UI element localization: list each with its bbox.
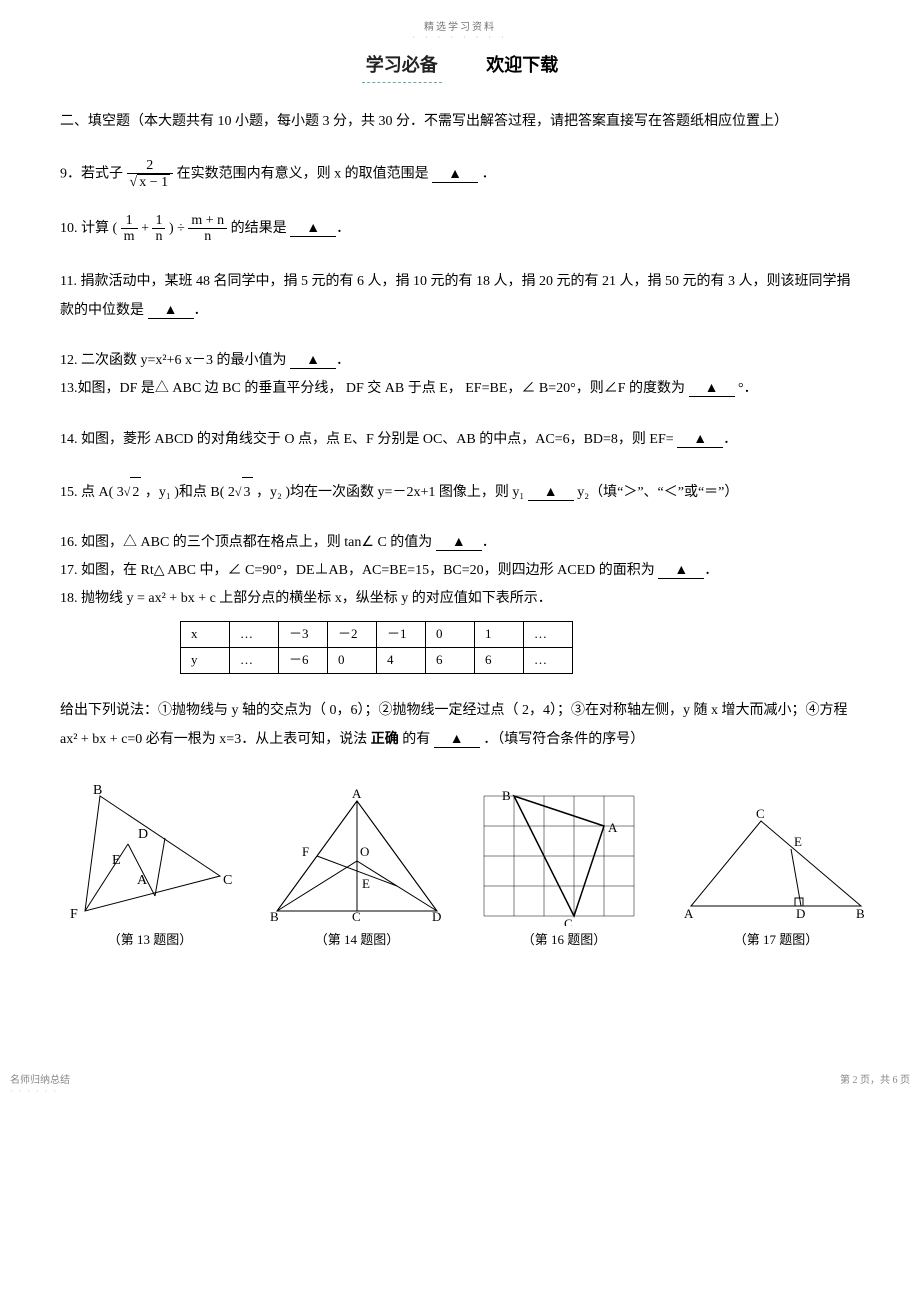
q14-text: 14. 如图，菱形 ABCD 的对角线交于 O 点，点 E、F 分别是 OC、A…: [60, 432, 674, 447]
svg-text:F: F: [70, 907, 78, 922]
q10-blank: ▲: [290, 222, 336, 237]
title-left: 学习必备: [362, 51, 442, 83]
fig16: B A C （第 16 题图）: [474, 786, 654, 951]
q9-c: ．: [482, 167, 496, 182]
q11: 11. 捐款活动中，某班 48 名同学中，捐 5 元的有 6 人，捐 10 元的…: [60, 267, 860, 326]
svg-text:B: B: [270, 909, 279, 924]
svg-text:B: B: [93, 783, 102, 798]
q10-f1: 1m: [121, 213, 138, 245]
title-row: 学习必备 欢迎下载: [60, 51, 860, 83]
q15-c: ，y₂ )均在一次函数 y=－2x+1 图像上，则 y₁: [256, 485, 524, 500]
page: 精选学习资料 · · · · · · · · 学习必备 欢迎下载 二、填空题（本…: [0, 0, 920, 991]
q17-text: 17. 如图，在 Rt△ ABC 中，∠ C=90°，DE⊥AB，AC=BE=1…: [60, 563, 658, 578]
section-intro: 二、填空题（本大题共有 10 小题，每小题 3 分，共 30 分．不需写出解答过…: [60, 107, 860, 136]
q13-deg: °．: [738, 381, 758, 396]
fig16-svg: B A C: [474, 786, 654, 926]
fig13-cap: （第 13 题图）: [60, 930, 240, 951]
fig17: A B C D E （第 17 题图）: [676, 806, 876, 951]
footer-left: 名师归纳总结 · · · · · ·: [10, 1071, 70, 1097]
title-right: 欢迎下载: [446, 51, 558, 80]
q10-f3: m + nn: [188, 213, 227, 245]
svg-text:D: D: [432, 909, 441, 924]
svg-text:O: O: [360, 844, 369, 859]
q15-d: y₂（填“＞”、“＜”或“＝”）: [577, 485, 738, 500]
q18-a: 18. 抛物线 y = ax² + bx + c 上部分点的横坐标 x，纵坐标 …: [60, 591, 552, 606]
svg-text:A: A: [684, 906, 694, 921]
footer-dots-icon: · · · · · ·: [10, 1087, 58, 1096]
table-row: x…－3－2－101…: [181, 622, 573, 648]
footer-left-text: 名师归纳总结: [10, 1075, 70, 1086]
q12-13: 12. 二次函数 y=x²+6 x－3 的最小值为 ▲． 13.如图，DF 是△…: [60, 347, 860, 403]
svg-text:A: A: [352, 786, 362, 801]
q15-r2: 2√3: [228, 485, 253, 500]
q9-blank: ▲: [432, 168, 478, 183]
svg-text:C: C: [564, 916, 573, 926]
fig14-cap: （第 14 题图）: [262, 930, 452, 951]
q12-text: 12. 二次函数 y=x²+6 x－3 的最小值为: [60, 353, 290, 368]
q9-a: 9．若式子: [60, 167, 127, 182]
q9: 9．若式子 2 √x − 1 在实数范围内有意义，则 x 的取值范围是 ▲ ．: [60, 158, 860, 191]
q9-b: 在实数范围内有意义，则 x 的取值范围是: [177, 167, 433, 182]
plus-icon: +: [141, 221, 152, 236]
footer-right: 第 2 页，共 6 页: [840, 1071, 910, 1097]
q15: 15. 点 A( 3√2 ，y₁ )和点 B( 2√3 ，y₂ )均在一次函数 …: [60, 477, 860, 507]
svg-text:A: A: [608, 820, 618, 835]
q17-blank: ▲: [658, 564, 704, 579]
fig17-svg: A B C D E: [676, 806, 876, 926]
q15-blank: ▲: [528, 486, 574, 501]
svg-text:C: C: [223, 873, 232, 888]
fig14-svg: A B D C O F E: [262, 786, 452, 926]
q10: 10. 计算 ( 1m + 1n ) ÷ m + nn 的结果是 ▲．: [60, 213, 860, 245]
q9-frac-num: 2: [127, 158, 174, 174]
fig14: A B D C O F E （第 14 题图）: [262, 786, 452, 951]
footer: 名师归纳总结 · · · · · · 第 2 页，共 6 页: [0, 991, 920, 1105]
q18-e: ．（填写符合条件的序号）: [483, 732, 644, 747]
q12-blank: ▲: [290, 354, 336, 369]
svg-text:D: D: [796, 906, 805, 921]
data-table: x…－3－2－101… y…－60466…: [180, 621, 573, 674]
svg-text:C: C: [756, 806, 765, 821]
q10-f2: 1n: [152, 213, 165, 245]
q13-blank: ▲: [689, 382, 735, 397]
q10-a: 10. 计算 (: [60, 221, 117, 236]
svg-text:F: F: [302, 844, 309, 859]
q18-blank: ▲: [434, 733, 480, 748]
fig13: B D E A C F （第 13 题图）: [60, 776, 240, 951]
svg-text:E: E: [112, 853, 121, 868]
figures-row: B D E A C F （第 13 题图） A B D C O F: [60, 776, 860, 951]
svg-text:E: E: [362, 876, 370, 891]
q15-a: 15. 点 A(: [60, 485, 117, 500]
q16-text: 16. 如图，△ ABC 的三个顶点都在格点上，则 tan∠ C 的值为: [60, 535, 436, 550]
q15-b: ，y₁ )和点 B(: [145, 485, 228, 500]
fig17-cap: （第 17 题图）: [676, 930, 876, 951]
svg-text:D: D: [138, 827, 148, 842]
q16-18: 16. 如图，△ ABC 的三个顶点都在格点上，则 tan∠ C 的值为 ▲． …: [60, 529, 860, 613]
fig13-svg: B D E A C F: [60, 776, 240, 926]
q10-b: ) ÷: [169, 221, 188, 236]
q18-b: 给出下列说法：①抛物线与 y 轴的交点为（ 0，6）；②抛物线一定经过点（ 2，…: [60, 696, 860, 755]
q10-c: 的结果是: [231, 221, 291, 236]
q11-blank: ▲: [148, 304, 194, 319]
svg-text:B: B: [502, 788, 511, 803]
q9-frac: 2 √x − 1: [127, 158, 174, 191]
svg-text:C: C: [352, 909, 361, 924]
svg-text:B: B: [856, 906, 865, 921]
q15-r1: 3√2: [117, 485, 142, 500]
q18-c-em: 正确: [371, 732, 399, 747]
header-dots: · · · · · · · ·: [60, 32, 860, 45]
svg-text:E: E: [794, 834, 802, 849]
svg-text:A: A: [137, 873, 148, 888]
q9-frac-den: √x − 1: [127, 174, 174, 190]
fig16-cap: （第 16 题图）: [474, 930, 654, 951]
q14-blank: ▲: [677, 433, 723, 448]
header: 精选学习资料 · · · · · · · ·: [60, 20, 860, 45]
q13-text: 13.如图，DF 是△ ABC 边 BC 的垂直平分线， DF 交 AB 于点 …: [60, 381, 689, 396]
q14: 14. 如图，菱形 ABCD 的对角线交于 O 点，点 E、F 分别是 OC、A…: [60, 425, 860, 454]
q18-d: 的有: [402, 732, 434, 747]
q16-blank: ▲: [436, 536, 482, 551]
table-row: y…－60466…: [181, 647, 573, 673]
